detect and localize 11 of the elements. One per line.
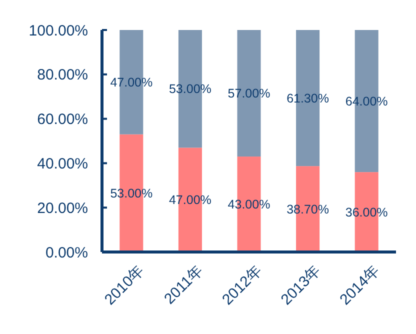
data-label: 47.00% (168, 193, 212, 208)
data-label: 53.00% (110, 186, 153, 201)
data-label: 38.70% (286, 202, 330, 216)
y-tick-label: 0.00% (45, 244, 88, 262)
data-label: 36.00% (345, 205, 388, 220)
y-tick-label: 80.00% (37, 66, 88, 84)
y-tick-label: 20.00% (37, 200, 88, 217)
data-label: 43.00% (228, 198, 270, 212)
y-tick-label: 100.00% (28, 22, 88, 40)
y-tick-label: 60.00% (37, 111, 88, 128)
y-tick-label: 40.00% (37, 155, 88, 172)
